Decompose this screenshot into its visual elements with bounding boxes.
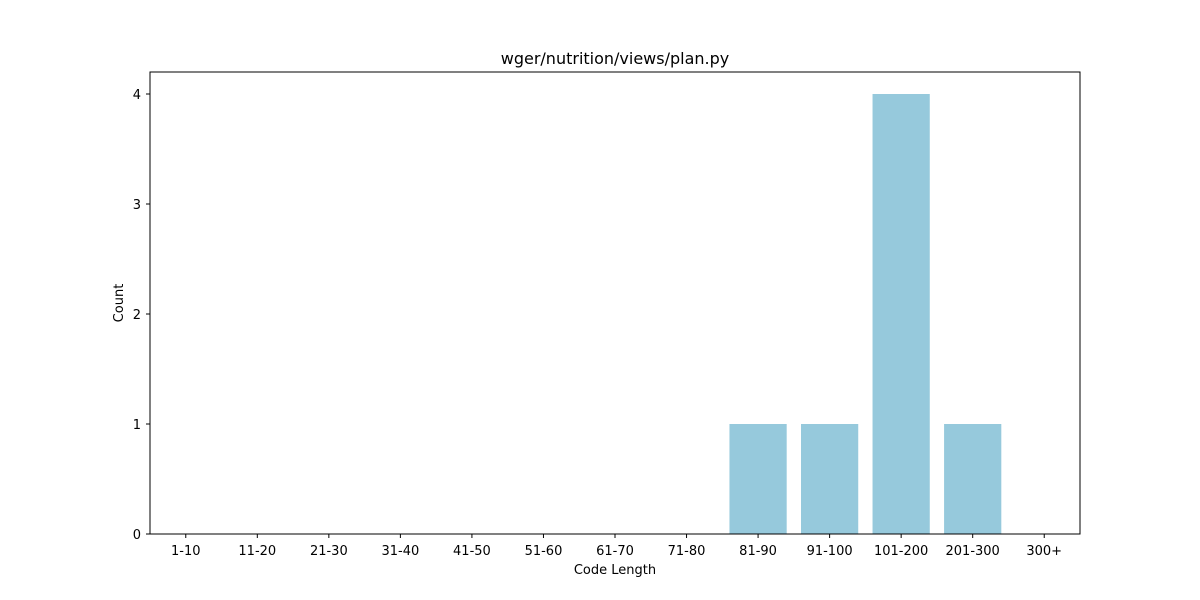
- x-tick-label: 51-60: [525, 544, 563, 559]
- bar-201-300: [944, 424, 1002, 534]
- x-tick-label: 101-200: [874, 544, 928, 559]
- x-tick-label: 71-80: [668, 544, 706, 559]
- x-tick-label: 81-90: [739, 544, 777, 559]
- x-tick-label: 61-70: [596, 544, 634, 559]
- y-tick-label: 1: [133, 418, 141, 433]
- bars-group: [729, 94, 1002, 534]
- y-tick-label: 0: [133, 528, 141, 543]
- x-tick-label: 91-100: [807, 544, 853, 559]
- bar-91-100: [801, 424, 859, 534]
- plot-frame: [149, 71, 1081, 535]
- x-axis-ticks: 1-10 11-20 21-30 31-40 41-50 51-60 61-70 71-80 8…: [171, 534, 1062, 559]
- x-tick-label: 41-50: [453, 544, 491, 559]
- y-axis-ticks: 0 1 2 3 4: [133, 88, 150, 543]
- x-axis-label: Code Length: [574, 563, 656, 578]
- bar-101-200: [872, 94, 930, 534]
- x-tick-label: 300+: [1026, 544, 1062, 559]
- chart-title: wger/nutrition/views/plan.py: [501, 49, 730, 68]
- y-tick-label: 3: [133, 198, 141, 213]
- y-tick-label: 4: [133, 88, 141, 103]
- y-axis-label: Count: [112, 284, 127, 323]
- x-tick-label: 21-30: [310, 544, 348, 559]
- y-tick-label: 2: [133, 308, 141, 323]
- bar-81-90: [729, 424, 787, 534]
- x-tick-label: 31-40: [381, 544, 419, 559]
- x-tick-label: 1-10: [171, 544, 201, 559]
- x-tick-label: 11-20: [238, 544, 276, 559]
- x-tick-label: 201-300: [946, 544, 1000, 559]
